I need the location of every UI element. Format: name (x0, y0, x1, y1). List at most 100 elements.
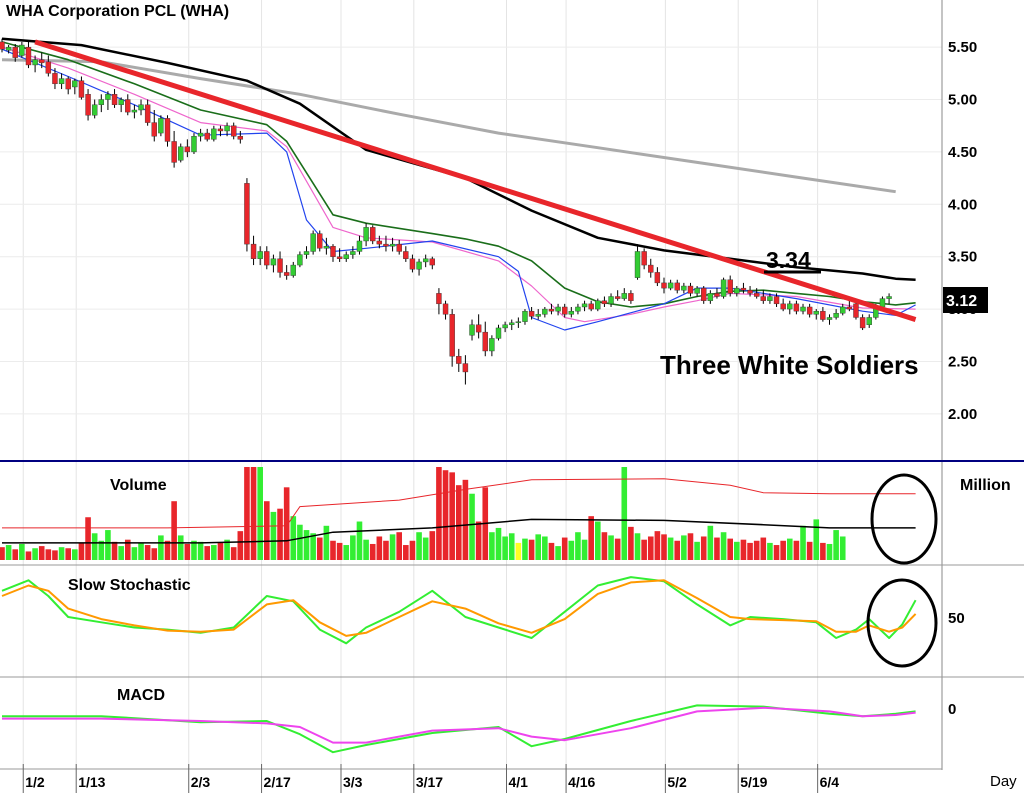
volume-bar (369, 543, 376, 560)
candle (502, 321, 508, 333)
candle (469, 319, 475, 341)
candle (45, 55, 52, 77)
candle (264, 246, 270, 270)
candle-body (244, 183, 250, 245)
candle-body (687, 285, 694, 294)
candle-body (389, 243, 396, 247)
stochastic-lines (1, 576, 917, 645)
macd-lines (2, 704, 916, 754)
volume-bar (323, 525, 330, 560)
candle (131, 104, 138, 119)
candle (608, 293, 614, 307)
date-tick-label: 3/3 (343, 774, 363, 790)
volume-bar (595, 521, 601, 560)
candle-body (217, 128, 224, 132)
candle-body (350, 251, 356, 255)
candle (701, 286, 707, 304)
moving-average-mid (1, 37, 916, 281)
candle-body (701, 287, 707, 301)
volume-bar (601, 532, 608, 560)
candle (244, 178, 250, 252)
volume-bar (244, 467, 250, 560)
volume-unit-label: Million (960, 477, 1011, 494)
candle (39, 52, 45, 69)
candle-body (370, 227, 376, 242)
volume-bar (442, 470, 449, 560)
candle (171, 130, 177, 168)
candle (548, 303, 555, 315)
candle (5, 45, 12, 54)
candle-body (138, 104, 144, 111)
candle (330, 244, 336, 262)
candle (601, 296, 608, 307)
candle-body (767, 296, 773, 301)
candle-body (45, 61, 52, 74)
volume-bar (568, 540, 575, 560)
candle (753, 288, 760, 299)
pattern-annotation: Three White Soldiers (660, 350, 919, 380)
candle (65, 76, 71, 95)
price-tick-label: 5.00 (948, 92, 977, 109)
volume-bar (350, 535, 356, 560)
candle-body (502, 324, 508, 329)
volume-bar (667, 537, 674, 560)
candle (495, 324, 502, 341)
volume-bar (171, 501, 177, 560)
candle-body (197, 132, 204, 137)
volume-bars (0, 467, 846, 560)
stochastic-highlight-circle (866, 578, 938, 668)
volume-bar (647, 536, 654, 560)
volume-bar (138, 542, 144, 560)
volume-average-short (2, 518, 916, 544)
candle (740, 282, 747, 294)
candle (98, 94, 105, 113)
candle (350, 246, 356, 259)
volume-bar (224, 539, 230, 560)
candle (58, 73, 65, 90)
volume-bar (416, 532, 422, 560)
candle (859, 314, 866, 331)
volume-bar (661, 534, 667, 560)
candle-body (542, 308, 548, 315)
volume-bar (674, 540, 681, 560)
volume-bar (184, 543, 191, 560)
candle-body (118, 99, 124, 105)
price-tick-label: 5.50 (948, 39, 977, 56)
stochastic-panel: Slow Stochastic 50 (1, 576, 965, 668)
candle (866, 314, 872, 328)
candle (449, 309, 455, 367)
macd-panel: MACD 0 (2, 687, 956, 754)
volume-bar (760, 537, 767, 560)
candle (283, 265, 290, 280)
volume-bar (641, 539, 647, 560)
price-tick-label: 3.50 (948, 249, 977, 266)
candle (151, 110, 157, 142)
volume-bar (65, 548, 71, 560)
volume-bar (561, 537, 568, 560)
candle-body (654, 272, 661, 284)
candle-body (886, 296, 892, 299)
candle-body (787, 303, 793, 310)
candle (144, 99, 151, 126)
volume-bar (58, 547, 65, 560)
candle-body (548, 308, 555, 312)
date-tick-label: 6/4 (820, 774, 840, 790)
candle-body (19, 44, 25, 56)
candle-body (456, 356, 462, 364)
candle (694, 286, 700, 297)
candle (429, 256, 435, 270)
volume-bar (297, 524, 303, 560)
volume-bar (32, 548, 38, 560)
volume-bar (277, 508, 283, 560)
volume-bar (383, 540, 389, 560)
candle-body (634, 251, 641, 278)
candle (654, 267, 661, 287)
candle (475, 314, 482, 339)
volume-bar (800, 525, 806, 560)
volume-bar (197, 541, 204, 560)
candle-body (336, 256, 343, 259)
candle-body (5, 46, 12, 51)
volume-bar (105, 530, 111, 560)
volume-bar (38, 546, 45, 560)
